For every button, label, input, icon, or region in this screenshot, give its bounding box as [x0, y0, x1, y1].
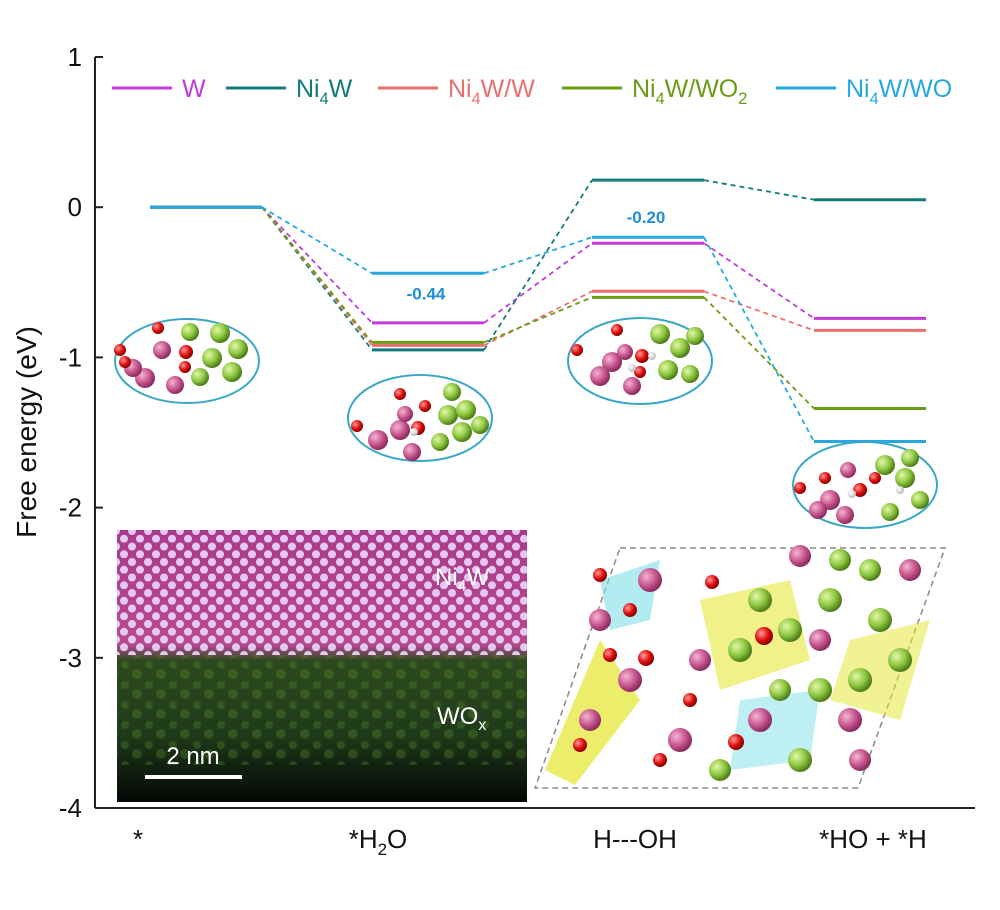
- annotations: -0.44 -0.20: [407, 208, 666, 303]
- y-tick-label: -3: [59, 643, 82, 673]
- legend-label: Ni4W/WO2: [632, 75, 747, 108]
- connector-line: [703, 236, 815, 442]
- category-label: *: [133, 824, 143, 854]
- connector-line: [261, 206, 373, 324]
- structure-inset-final: [792, 441, 938, 529]
- connector-line: [703, 296, 815, 410]
- category-label: *H2O: [349, 824, 408, 859]
- y-ticks: 1 0 -1 -2 -3 -4: [59, 42, 103, 823]
- legend-label: Ni4W/W: [448, 75, 535, 108]
- connector-line: [261, 206, 373, 275]
- connector-line: [483, 236, 593, 275]
- connector-line: [703, 290, 815, 332]
- structure-inset-initial: [114, 318, 260, 404]
- value-annotation: -0.44: [407, 284, 446, 303]
- stem-label-wox: WOx: [437, 703, 486, 734]
- connector-line: [703, 242, 815, 320]
- energy-levels: [150, 178, 926, 444]
- y-axis-title: Free energy (eV): [11, 326, 42, 538]
- connector-line: [483, 179, 593, 351]
- step-connectors: [261, 179, 815, 442]
- connector-line: [703, 179, 815, 201]
- category-labels: * *H2O H---OH *HO + *H: [133, 824, 927, 859]
- structure-inset-h2o: [347, 374, 493, 462]
- stem-image-inset: Ni4W WOx 2 nm: [117, 530, 527, 802]
- scale-bar-label: 2 nm: [166, 743, 219, 770]
- category-label: *HO + *H: [819, 824, 927, 854]
- connector-line: [483, 242, 593, 324]
- value-annotation: -0.20: [627, 208, 666, 227]
- y-tick-label: -1: [59, 342, 82, 372]
- y-tick-label: 1: [68, 42, 82, 72]
- connector-line: [483, 290, 593, 347]
- connector-line: [261, 206, 373, 343]
- legend-label: W: [182, 75, 206, 103]
- connector-line: [261, 206, 373, 346]
- legend-label: Ni4W/WO: [846, 75, 952, 108]
- structure-inset-transition: [567, 317, 713, 405]
- charge-density-inset: [533, 545, 947, 789]
- y-tick-label: 0: [68, 192, 82, 222]
- legend-label: Ni4W: [296, 75, 353, 108]
- category-label: H---OH: [593, 824, 677, 854]
- connector-line: [483, 296, 593, 344]
- y-tick-label: -2: [59, 493, 82, 523]
- legend: W Ni4W Ni4W/W Ni4W/WO2 Ni4W/WO: [112, 75, 952, 108]
- y-tick-label: -4: [59, 793, 82, 823]
